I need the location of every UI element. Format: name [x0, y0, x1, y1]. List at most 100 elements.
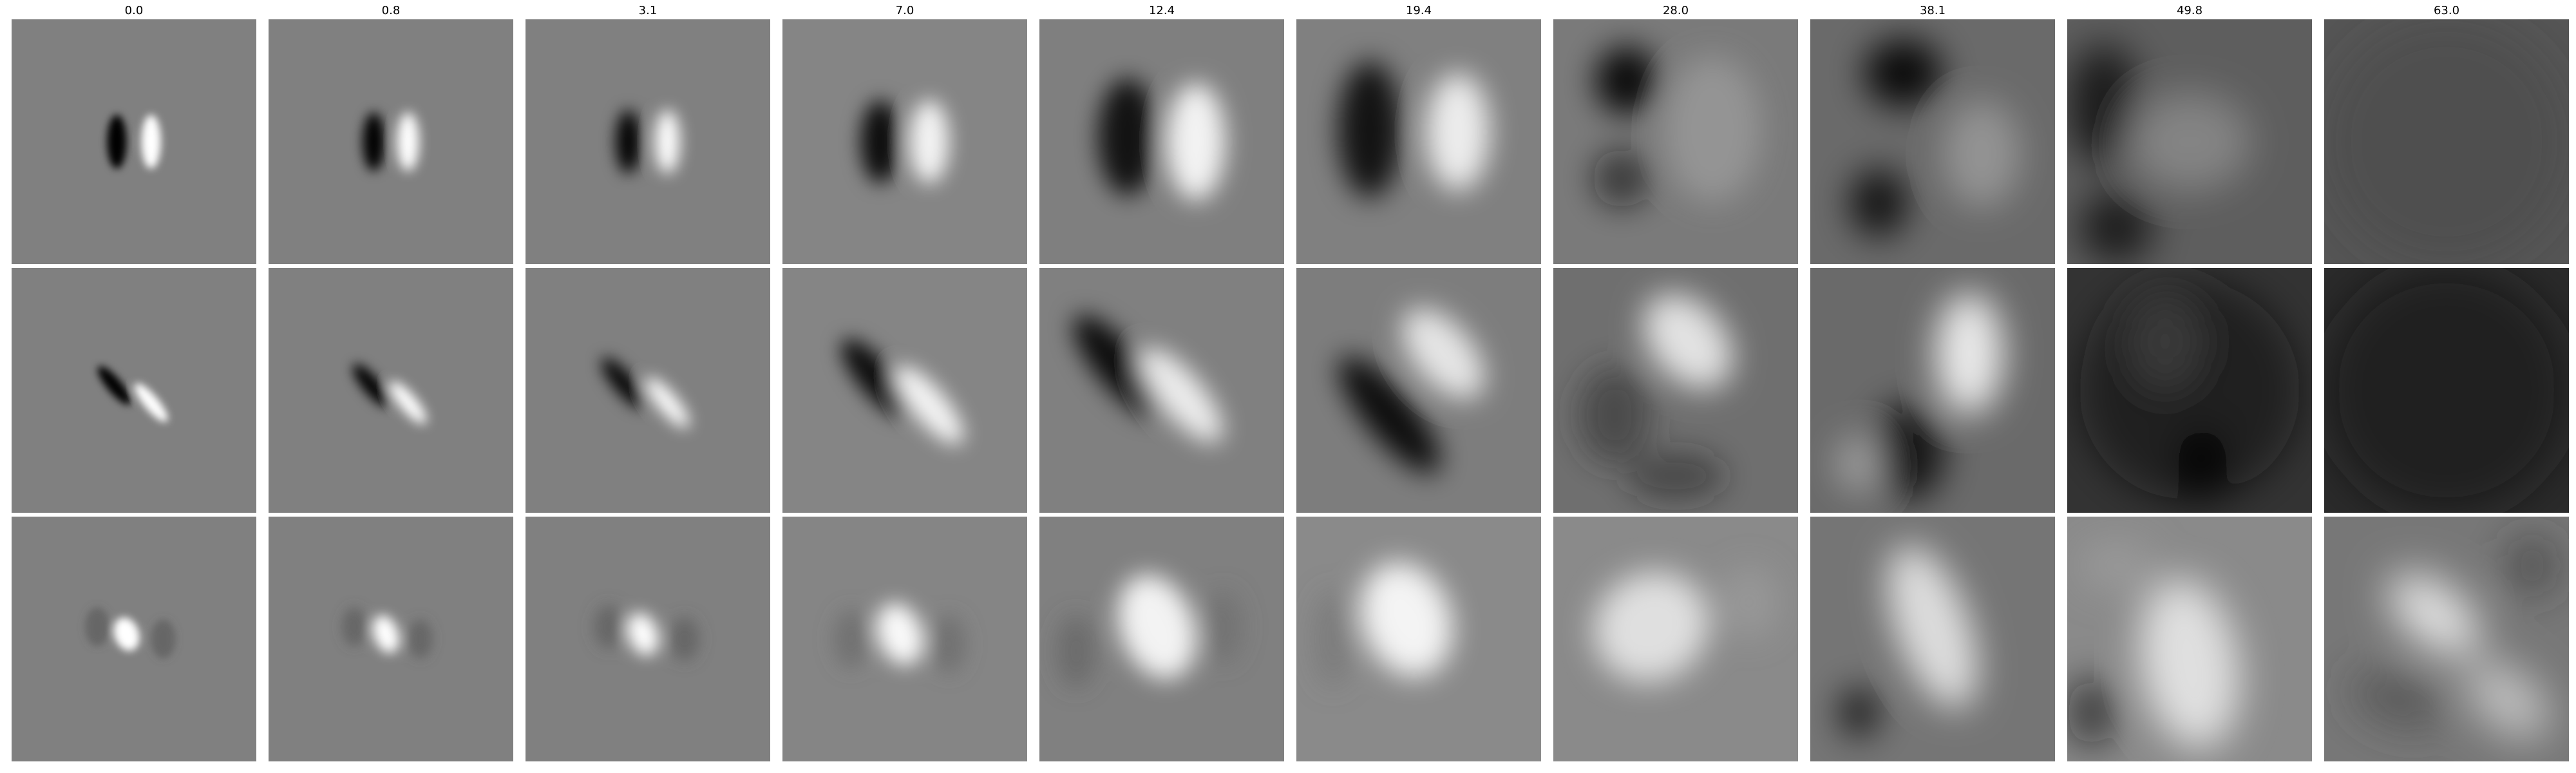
panel-background	[269, 19, 513, 264]
filter-panel	[12, 19, 256, 264]
panel-background	[12, 268, 256, 513]
filter-blob	[107, 115, 127, 169]
filter-blob	[1578, 366, 1651, 464]
filter-blob	[1338, 61, 1402, 198]
filter-image	[1296, 19, 1541, 264]
filter-image	[12, 517, 256, 761]
filter-image	[269, 19, 513, 264]
filter-image	[782, 517, 1027, 761]
panel-background	[12, 19, 256, 264]
filter-blob	[627, 613, 659, 656]
filter-image	[1553, 517, 1798, 761]
filter-panel	[1039, 517, 1284, 761]
filter-blob	[655, 110, 680, 174]
column-title: 0.0	[124, 4, 144, 17]
filter-blob	[616, 110, 641, 174]
filter-blob	[1935, 292, 2004, 415]
filter-blob	[2177, 427, 2226, 501]
column-title: 38.1	[1919, 4, 1946, 17]
column-title: 3.1	[638, 4, 658, 17]
filter-image	[1039, 268, 1284, 513]
column-title: 63.0	[2433, 4, 2460, 17]
filter-blob	[601, 358, 645, 408]
filter-image	[1296, 517, 1541, 761]
filter-blob	[1117, 575, 1197, 679]
panel-background	[782, 19, 1027, 264]
filter-panel	[2067, 19, 2312, 264]
filter-image	[269, 268, 513, 513]
filter-panel	[2324, 268, 2569, 513]
filter-blob	[372, 615, 400, 653]
filter-panel	[1810, 517, 2055, 761]
column-title: 12.4	[1148, 4, 1175, 17]
column-title: 7.0	[895, 4, 914, 17]
filter-panel	[526, 517, 770, 761]
filter-panel	[526, 268, 770, 513]
filter-blob	[1401, 308, 1485, 399]
filter-blob	[141, 115, 161, 169]
filter-panel	[1039, 19, 1284, 264]
filter-blob	[2128, 93, 2251, 191]
column-title: 0.8	[381, 4, 401, 17]
filter-blob	[909, 100, 949, 184]
filter-panel	[2067, 268, 2312, 513]
filter-panel	[526, 19, 770, 264]
filter-blob	[2324, 19, 2569, 264]
filter-panel	[1553, 19, 1798, 264]
filter-panel	[782, 517, 1027, 761]
filter-panel	[1296, 517, 1541, 761]
filter-panel	[1296, 268, 1541, 513]
filter-blob	[1627, 452, 1725, 501]
filter-blob	[1887, 545, 1978, 709]
filter-image	[2067, 517, 2312, 761]
filter-blob	[1864, 39, 1943, 108]
filter-blob	[2128, 292, 2202, 390]
filter-image	[526, 268, 770, 513]
filter-blob	[1942, 100, 2021, 208]
filter-blob	[1203, 590, 1243, 663]
filter-blob	[1593, 571, 1709, 682]
filter-blob	[1643, 294, 1733, 389]
filter-panel	[1039, 268, 1284, 513]
filter-image	[2067, 268, 2312, 513]
filter-blob	[2465, 661, 2550, 740]
filter-image	[12, 268, 256, 513]
filter-blob	[2389, 573, 2480, 656]
filter-blob	[113, 617, 140, 651]
column-title: 28.0	[1662, 4, 1689, 17]
filter-image	[526, 19, 770, 264]
column-title: 49.8	[2176, 4, 2203, 17]
panel-background	[1296, 268, 1541, 513]
filter-blob	[895, 366, 963, 444]
filter-panel	[269, 268, 513, 513]
filter-image	[782, 268, 1027, 513]
filter-blob	[1835, 434, 1884, 493]
filter-blob	[1166, 82, 1226, 201]
filter-blob	[1338, 356, 1441, 473]
filter-panel	[269, 19, 513, 264]
filter-blob	[1426, 73, 1490, 191]
filter-panel	[1553, 517, 1798, 761]
filter-image	[1810, 517, 2055, 761]
filter-blob	[134, 383, 168, 423]
filter-image	[1810, 19, 2055, 264]
filter-blob	[670, 616, 699, 662]
filter-blob	[2067, 678, 2116, 747]
filter-panel	[1810, 19, 2055, 264]
filter-blob	[2067, 44, 2141, 166]
filter-panel	[12, 268, 256, 513]
filter-blob	[97, 366, 131, 405]
filter-blob	[408, 619, 433, 659]
panel-background	[526, 268, 770, 513]
filter-panel	[2324, 517, 2569, 761]
filter-panel	[2324, 19, 2569, 264]
filter-panel	[1810, 268, 2055, 513]
filter-panel	[782, 19, 1027, 264]
filter-panel	[12, 517, 256, 761]
filter-blob	[2351, 671, 2445, 729]
filter-blob	[1871, 403, 1945, 501]
filter-blob	[1839, 688, 1879, 737]
filter-blob	[85, 607, 109, 647]
filter-image	[2067, 19, 2312, 264]
filter-panel	[269, 517, 513, 761]
